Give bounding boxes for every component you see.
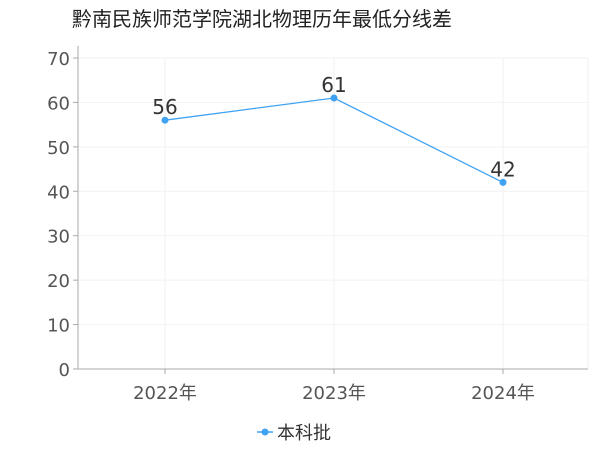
legend[interactable]: 本科批 bbox=[257, 423, 331, 444]
y-tick-label: 20 bbox=[47, 271, 70, 292]
data-label: 42 bbox=[490, 157, 515, 181]
x-tick-label: 2022年 bbox=[133, 383, 197, 404]
x-axis-ticks: 2022年 2023年 2024年 bbox=[133, 369, 535, 404]
y-tick-label: 10 bbox=[47, 316, 70, 337]
y-axis-ticks: 0 10 20 30 40 50 60 70 bbox=[47, 49, 78, 381]
legend-marker bbox=[261, 428, 269, 436]
data-label: 61 bbox=[321, 73, 346, 97]
x-tick-label: 2024年 bbox=[471, 383, 535, 404]
chart-title: 黔南民族师范学院湖北物理历年最低分线差 bbox=[72, 7, 452, 31]
data-point bbox=[499, 178, 507, 186]
legend-label: 本科批 bbox=[277, 423, 331, 444]
series-layer bbox=[161, 94, 507, 186]
y-tick-label: 0 bbox=[59, 360, 70, 381]
y-tick-label: 30 bbox=[47, 227, 70, 248]
data-label: 56 bbox=[152, 95, 177, 119]
y-tick-label: 70 bbox=[47, 49, 70, 70]
grid-lines bbox=[78, 57, 589, 369]
y-tick-label: 60 bbox=[47, 93, 70, 114]
data-labels: 56 61 42 bbox=[152, 73, 515, 181]
y-tick-label: 40 bbox=[47, 182, 70, 203]
x-tick-label: 2023年 bbox=[302, 383, 366, 404]
y-tick-label: 50 bbox=[47, 138, 70, 159]
data-point bbox=[330, 94, 338, 102]
data-point bbox=[161, 116, 169, 124]
